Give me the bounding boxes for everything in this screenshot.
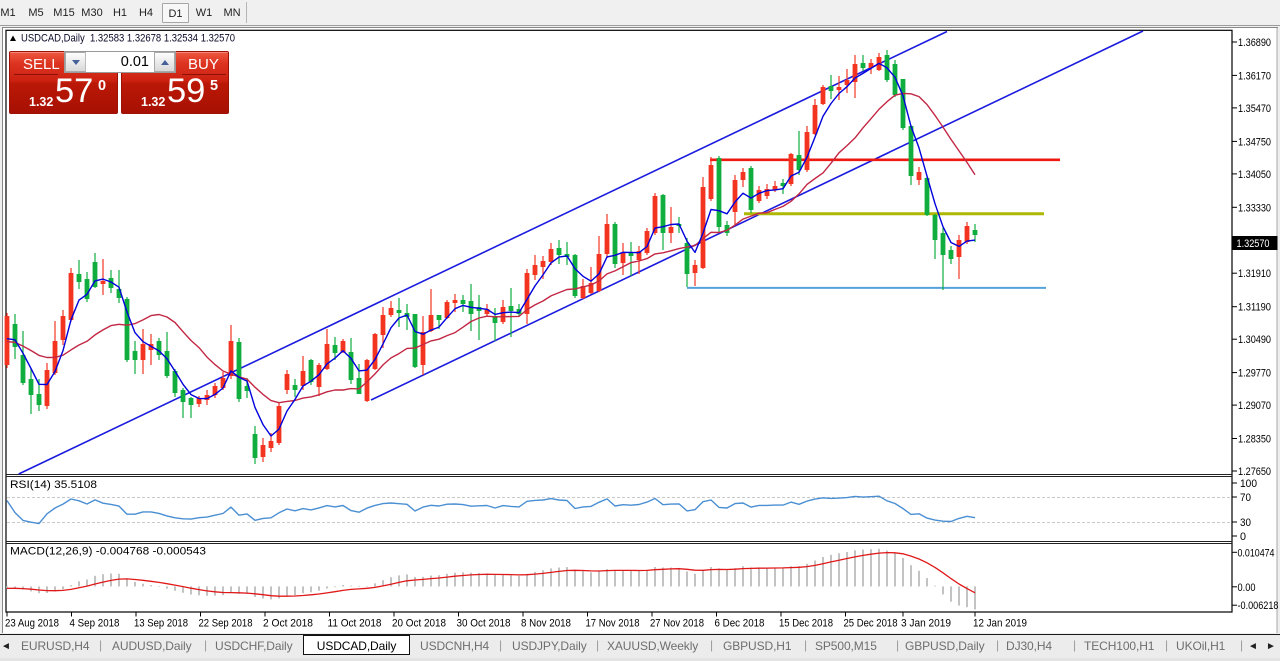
svg-text:12 Jan 2019: 12 Jan 2019 (973, 618, 1027, 630)
svg-text:1.28350: 1.28350 (1238, 434, 1271, 446)
svg-text:2 Oct 2018: 2 Oct 2018 (263, 618, 313, 630)
svg-text:30: 30 (1240, 517, 1251, 529)
svg-text:1.35470: 1.35470 (1238, 103, 1271, 115)
svg-text:25 Dec 2018: 25 Dec 2018 (844, 618, 898, 630)
svg-text:1.29070: 1.29070 (1238, 400, 1271, 412)
svg-text:RSI(14) 35.5108: RSI(14) 35.5108 (10, 479, 97, 491)
svg-text:23 Aug 2018: 23 Aug 2018 (5, 618, 59, 630)
svg-text:USDCAD,Daily 1.32583 1.32678: USDCAD,Daily 1.32583 1.32678 1.32534 1.3… (21, 33, 235, 45)
svg-text:6 Dec 2018: 6 Dec 2018 (715, 618, 765, 630)
svg-text:100: 100 (1240, 478, 1257, 490)
svg-text:1.27650: 1.27650 (1238, 466, 1271, 478)
svg-text:1.31190: 1.31190 (1238, 302, 1271, 314)
svg-text:1.33330: 1.33330 (1238, 202, 1271, 214)
svg-text:11 Oct 2018: 11 Oct 2018 (328, 618, 382, 630)
svg-text:27 Nov 2018: 27 Nov 2018 (650, 618, 704, 630)
svg-text:30 Oct 2018: 30 Oct 2018 (457, 618, 511, 630)
svg-text:20 Oct 2018: 20 Oct 2018 (392, 618, 446, 630)
svg-text:0: 0 (1240, 531, 1246, 543)
svg-text:15 Dec 2018: 15 Dec 2018 (779, 618, 833, 630)
svg-text:3 Jan 2019: 3 Jan 2019 (901, 618, 951, 630)
svg-text:1.34750: 1.34750 (1238, 136, 1271, 148)
svg-text:-0.006218: -0.006218 (1238, 600, 1279, 612)
svg-text:MACD(12,26,9) -0.004768 -0.000: MACD(12,26,9) -0.004768 -0.000543 (10, 546, 206, 558)
svg-text:1.30490: 1.30490 (1238, 334, 1271, 346)
svg-text:1.36890: 1.36890 (1238, 37, 1271, 49)
svg-text:1.32570: 1.32570 (1237, 238, 1270, 250)
svg-text:1.29770: 1.29770 (1238, 368, 1271, 380)
svg-text:17 Nov 2018: 17 Nov 2018 (586, 618, 640, 630)
svg-text:0.00: 0.00 (1238, 582, 1256, 594)
svg-text:1.36170: 1.36170 (1238, 70, 1271, 82)
svg-text:0.010474: 0.010474 (1238, 547, 1275, 559)
svg-text:1.31910: 1.31910 (1238, 268, 1271, 280)
svg-text:1.34050: 1.34050 (1238, 169, 1271, 181)
svg-text:13 Sep 2018: 13 Sep 2018 (134, 618, 188, 630)
svg-text:70: 70 (1240, 492, 1251, 504)
svg-text:4 Sep 2018: 4 Sep 2018 (70, 618, 120, 630)
svg-text:22 Sep 2018: 22 Sep 2018 (199, 618, 253, 630)
svg-text:8 Nov 2018: 8 Nov 2018 (521, 618, 571, 630)
